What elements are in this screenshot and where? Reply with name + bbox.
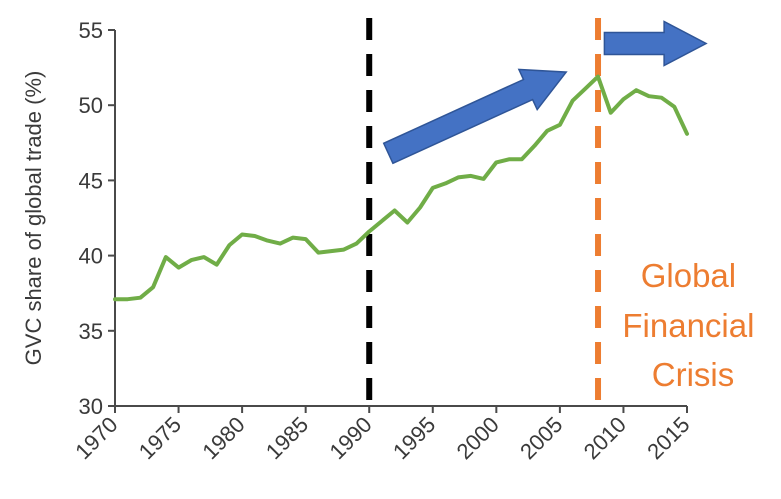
x-tick-label: 2015: [642, 412, 694, 464]
y-axis-title: GVC share of global trade (%): [21, 71, 46, 366]
x-tick-label: 1985: [261, 412, 313, 464]
y-tick-label: 35: [79, 319, 103, 344]
x-tick-label: 1990: [324, 412, 376, 464]
x-tick-label: 1970: [70, 412, 122, 464]
x-tick-label: 1995: [388, 412, 440, 464]
trend-arrow-rising: [382, 68, 568, 165]
crisis-label-line-2: Financial: [622, 307, 754, 344]
global-financial-crisis-label: Global Financial Crisis: [622, 257, 763, 393]
x-tick-label: 2000: [452, 412, 504, 464]
x-tick-label: 2010: [579, 412, 631, 464]
y-tick-label: 55: [79, 18, 103, 43]
x-tick-label: 1980: [197, 412, 249, 464]
y-tick-label: 30: [79, 394, 103, 419]
y-tick-label: 40: [79, 244, 103, 269]
y-tick-label: 50: [79, 93, 103, 118]
y-axis-ticks: 30 35 40 45 50 55: [79, 18, 115, 419]
series-line-gvc-share: [113, 74, 689, 302]
x-tick-label: 2005: [515, 412, 567, 464]
x-tick-label: 1975: [134, 412, 186, 464]
x-axis-ticks: 1970 1975 1980 1985 1990 1995 2000 2005 2010 2015: [70, 406, 695, 464]
crisis-label-line-3: Crisis: [652, 356, 734, 393]
y-tick-label: 45: [79, 168, 103, 193]
trend-arrows: [382, 20, 708, 165]
reference-lines: [366, 18, 602, 406]
crisis-label-line-1: Global: [641, 257, 736, 294]
trend-arrow-flat: [603, 20, 708, 67]
